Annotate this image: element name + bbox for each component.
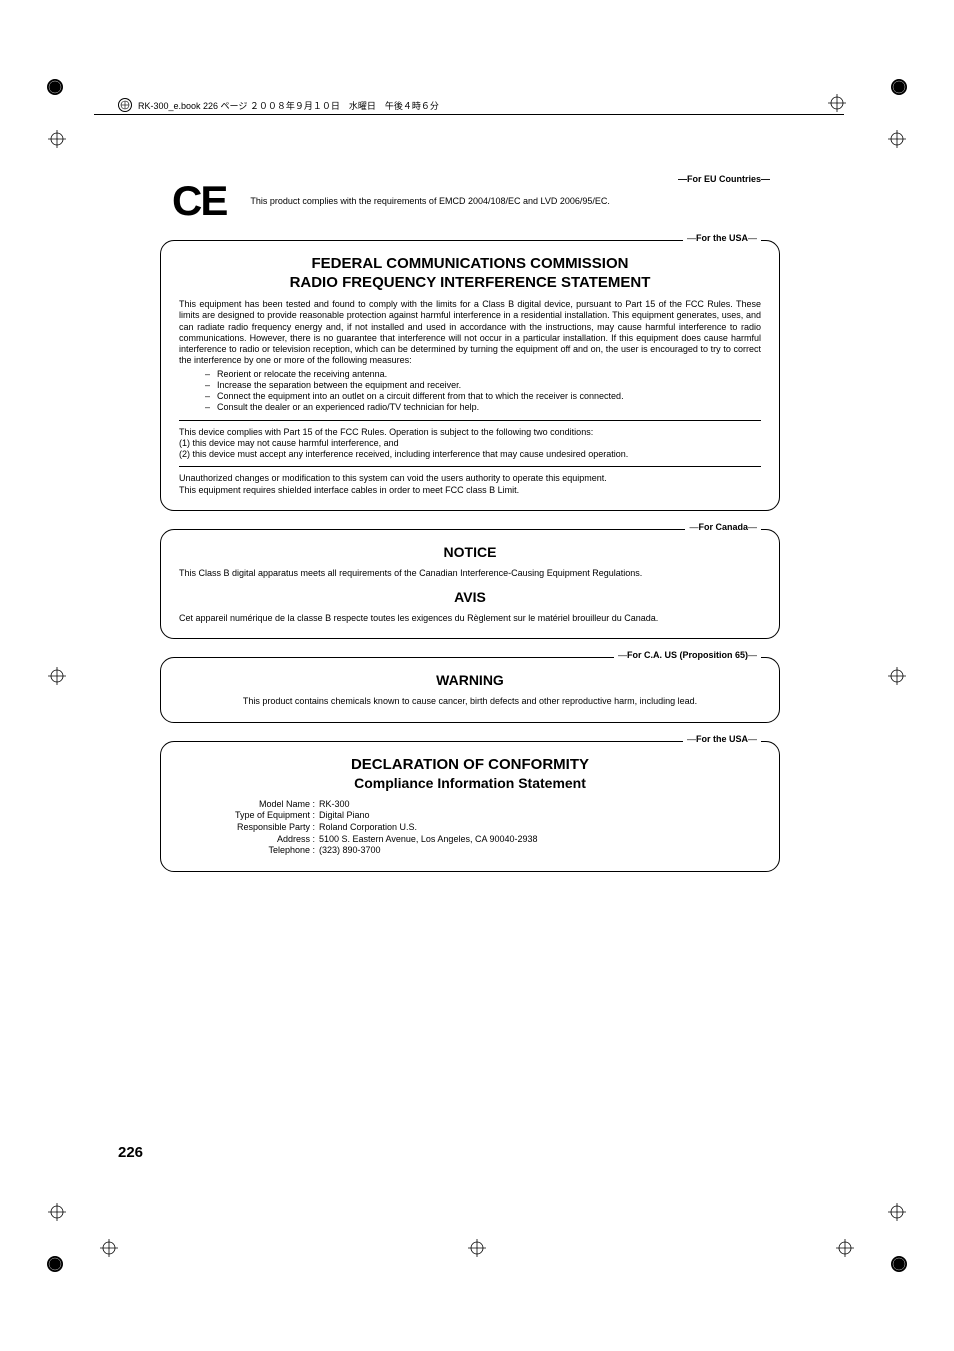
fcc-bullet: Consult the dealer or an experienced rad… <box>205 402 761 413</box>
ce-compliance-row: —For EU Countries— CE This product compl… <box>160 180 780 222</box>
fcc-para-1: This equipment has been tested and found… <box>179 299 761 367</box>
avis-text: Cet appareil numérique de la classe B re… <box>179 613 761 624</box>
warning-region-label: —For C.A. US (Proposition 65)— <box>614 650 761 660</box>
reg-mark-tl <box>46 78 64 96</box>
crosshair-icon <box>828 94 846 112</box>
canada-region-label: —For Canada— <box>685 522 761 532</box>
crosshair-icon <box>888 667 906 685</box>
avis-title: AVIS <box>179 589 761 605</box>
conformity-label: Responsible Party : <box>179 822 319 834</box>
fcc-bullets: Reorient or relocate the receiving anten… <box>179 369 761 414</box>
book-icon <box>118 98 132 112</box>
conformity-value: Roland Corporation U.S. <box>319 822 761 834</box>
fcc-para-3-line: This equipment requires shielded interfa… <box>179 485 761 496</box>
reg-mark-br <box>890 1255 908 1273</box>
canada-box: —For Canada— NOTICE This Class B digital… <box>160 529 780 640</box>
fcc-box: —For the USA— FEDERAL COMMUNICATIONS COM… <box>160 240 780 511</box>
crosshair-icon <box>468 1239 486 1257</box>
ce-region-label: —For EU Countries— <box>674 174 774 184</box>
header-underline <box>94 114 844 115</box>
warning-text: This product contains chemicals known to… <box>179 696 761 707</box>
fcc-title-2: RADIO FREQUENCY INTERFERENCE STATEMENT <box>179 274 761 291</box>
conformity-label: Address : <box>179 834 319 846</box>
conformity-label: Telephone : <box>179 845 319 857</box>
reg-mark-bl <box>46 1255 64 1273</box>
fcc-para-2-line: This device complies with Part 15 of the… <box>179 427 761 438</box>
fcc-para-2-line: (1) this device may not cause harmful in… <box>179 438 761 449</box>
page-content: —For EU Countries— CE This product compl… <box>160 180 780 890</box>
conformity-value: RK-300 <box>319 799 761 811</box>
fcc-para-3: Unauthorized changes or modification to … <box>179 473 761 496</box>
conformity-row: Address : 5100 S. Eastern Avenue, Los An… <box>179 834 761 846</box>
notice-text: This Class B digital apparatus meets all… <box>179 568 761 579</box>
fcc-bullet: Increase the separation between the equi… <box>205 380 761 391</box>
fcc-title-1: FEDERAL COMMUNICATIONS COMMISSION <box>179 255 761 272</box>
ce-mark-icon: CE <box>160 180 226 222</box>
reg-mark-tr <box>890 78 908 96</box>
fcc-region-label: —For the USA— <box>683 233 761 243</box>
crosshair-icon <box>888 130 906 148</box>
crosshair-icon <box>100 1239 118 1257</box>
header-file-text: RK-300_e.book 226 ページ ２００８年９月１０日 水曜日 午後４… <box>138 99 439 112</box>
conformity-row: Model Name : RK-300 <box>179 799 761 811</box>
conformity-region-label: —For the USA— <box>683 734 761 744</box>
conformity-title-2: Compliance Information Statement <box>179 775 761 791</box>
fcc-para-2: This device complies with Part 15 of the… <box>179 427 761 461</box>
header-file-line: RK-300_e.book 226 ページ ２００８年９月１０日 水曜日 午後４… <box>118 98 439 112</box>
crosshair-icon <box>48 130 66 148</box>
conformity-title-1: DECLARATION OF CONFORMITY <box>179 756 761 773</box>
fcc-bullet: Connect the equipment into an outlet on … <box>205 391 761 402</box>
separator <box>179 420 761 421</box>
fcc-bullet: Reorient or relocate the receiving anten… <box>205 369 761 380</box>
conformity-label: Type of Equipment : <box>179 810 319 822</box>
conformity-box: —For the USA— DECLARATION OF CONFORMITY … <box>160 741 780 872</box>
conformity-row: Telephone : (323) 890-3700 <box>179 845 761 857</box>
crosshair-icon <box>836 1239 854 1257</box>
warning-title: WARNING <box>179 672 761 688</box>
conformity-value: 5100 S. Eastern Avenue, Los Angeles, CA … <box>319 834 761 846</box>
crosshair-icon <box>888 1203 906 1221</box>
conformity-row: Responsible Party : Roland Corporation U… <box>179 822 761 834</box>
warning-box: —For C.A. US (Proposition 65)— WARNING T… <box>160 657 780 722</box>
ce-compliance-text: This product complies with the requireme… <box>250 196 780 206</box>
notice-title: NOTICE <box>179 544 761 560</box>
conformity-table: Model Name : RK-300 Type of Equipment : … <box>179 799 761 857</box>
crosshair-icon <box>48 667 66 685</box>
conformity-row: Type of Equipment : Digital Piano <box>179 810 761 822</box>
conformity-value: Digital Piano <box>319 810 761 822</box>
conformity-label: Model Name : <box>179 799 319 811</box>
crosshair-icon <box>48 1203 66 1221</box>
separator <box>179 466 761 467</box>
fcc-para-3-line: Unauthorized changes or modification to … <box>179 473 761 484</box>
fcc-para-2-line: (2) this device must accept any interfer… <box>179 449 761 460</box>
page-number: 226 <box>118 1144 143 1161</box>
conformity-value: (323) 890-3700 <box>319 845 761 857</box>
